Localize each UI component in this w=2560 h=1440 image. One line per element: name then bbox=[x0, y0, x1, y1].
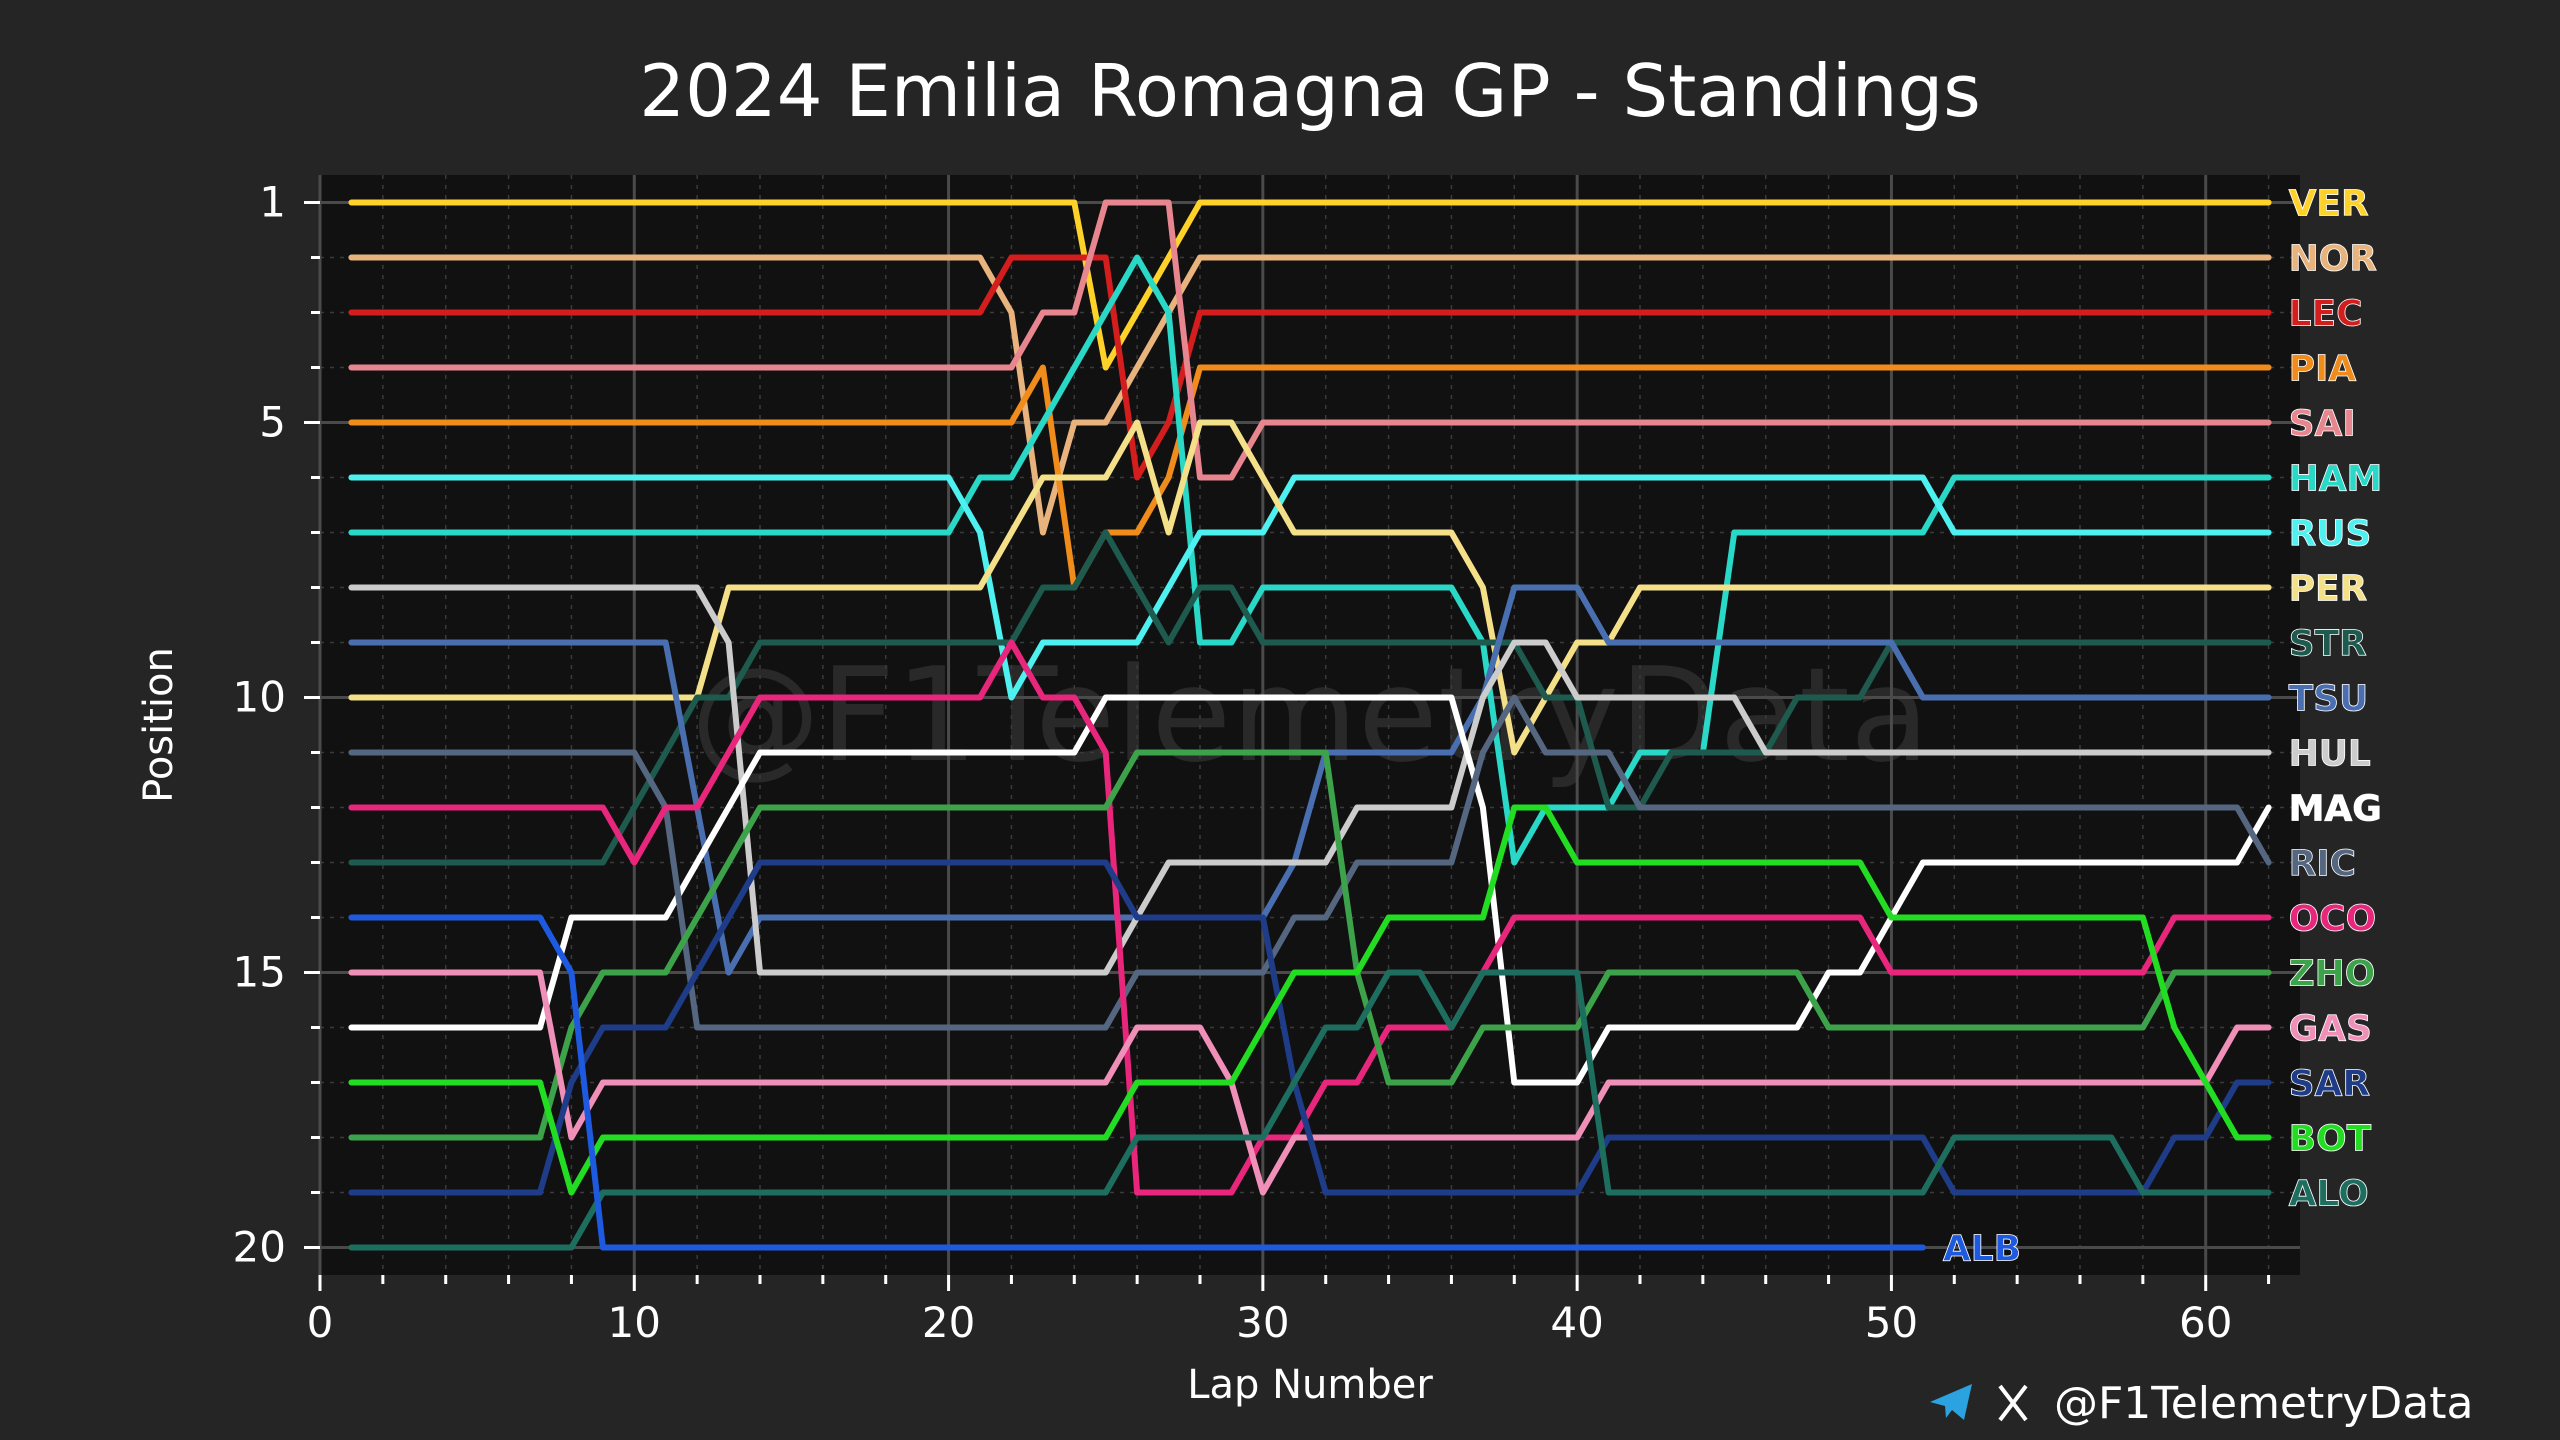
series-line-zho bbox=[348, 749, 2272, 1141]
x-tick-label: 0 bbox=[307, 1298, 334, 1347]
driver-label-rus: RUS bbox=[2289, 514, 2372, 555]
driver-label-bot: BOT bbox=[2289, 1119, 2372, 1160]
driver-label-ham: HAM bbox=[2289, 459, 2383, 500]
series-lines bbox=[348, 199, 2272, 1251]
x-logo-icon bbox=[1998, 1384, 2028, 1422]
chart-title: 2024 Emilia Romagna GP - Standings bbox=[639, 49, 1980, 133]
series-line-gas bbox=[348, 969, 2272, 1196]
x-tick-label: 20 bbox=[922, 1298, 975, 1347]
driver-label-zho: ZHO bbox=[2289, 954, 2376, 995]
driver-label-gas: GAS bbox=[2289, 1009, 2372, 1050]
y-axis-label: Position bbox=[136, 647, 182, 803]
driver-label-alb: ALB bbox=[1943, 1229, 2021, 1270]
series-line-bot bbox=[348, 804, 2272, 1196]
credit-footer: @F1TelemetryData bbox=[1930, 1378, 2473, 1429]
series-line-str bbox=[348, 529, 2272, 866]
series-line-rus bbox=[348, 474, 2272, 701]
x-tick-label: 30 bbox=[1236, 1298, 1289, 1347]
driver-label-str: STR bbox=[2289, 624, 2367, 665]
driver-label-sai: SAI bbox=[2289, 404, 2356, 445]
series-line-alb bbox=[348, 914, 1926, 1251]
driver-label-oco: OCO bbox=[2289, 899, 2377, 940]
series-line-ham bbox=[348, 254, 2272, 866]
series-line-ver bbox=[348, 199, 2272, 371]
driver-label-hul: HUL bbox=[2289, 734, 2371, 775]
series-line-alo bbox=[348, 969, 2272, 1251]
y-tick-label: 1 bbox=[259, 178, 286, 227]
driver-label-per: PER bbox=[2289, 569, 2368, 610]
driver-labels: VER NOR LEC PIA SAI HAM RUS PER STR TSU HUL MAG RIC O… bbox=[1942, 183, 2383, 1270]
driver-label-sar: SAR bbox=[2289, 1064, 2371, 1105]
x-tick-label: 40 bbox=[1550, 1298, 1603, 1347]
series-line-per bbox=[348, 419, 2272, 756]
watermark: @F1TelemetryData bbox=[690, 639, 1929, 791]
y-tick-label: 20 bbox=[233, 1223, 286, 1272]
y-tick-label: 10 bbox=[233, 673, 286, 722]
x-axis-label: Lap Number bbox=[1187, 1362, 1433, 1408]
series-line-lec bbox=[348, 254, 2272, 481]
y-tick-label: 5 bbox=[259, 398, 286, 447]
x-tick-label: 10 bbox=[608, 1298, 661, 1347]
credit-handle: @F1TelemetryData bbox=[2054, 1378, 2473, 1429]
driver-label-tsu: TSU bbox=[2289, 679, 2369, 720]
driver-label-lec: LEC bbox=[2289, 294, 2363, 335]
driver-label-mag: MAG bbox=[2289, 789, 2382, 830]
y-tick-label: 15 bbox=[233, 948, 286, 997]
plot-area bbox=[320, 175, 2300, 1275]
x-tick-label: 60 bbox=[2179, 1298, 2232, 1347]
x-tick-label: 50 bbox=[1865, 1298, 1918, 1347]
series-line-hul bbox=[348, 584, 2272, 976]
driver-label-alo: ALO bbox=[2289, 1174, 2369, 1215]
driver-label-pia: PIA bbox=[2289, 349, 2357, 390]
driver-label-nor: NOR bbox=[2289, 239, 2377, 280]
driver-label-ver: VER bbox=[2289, 184, 2369, 225]
telegram-icon bbox=[1930, 1384, 1972, 1420]
series-line-oco bbox=[348, 639, 2272, 1196]
driver-label-ric: RIC bbox=[2289, 844, 2357, 885]
series-line-ric bbox=[348, 694, 2272, 1031]
